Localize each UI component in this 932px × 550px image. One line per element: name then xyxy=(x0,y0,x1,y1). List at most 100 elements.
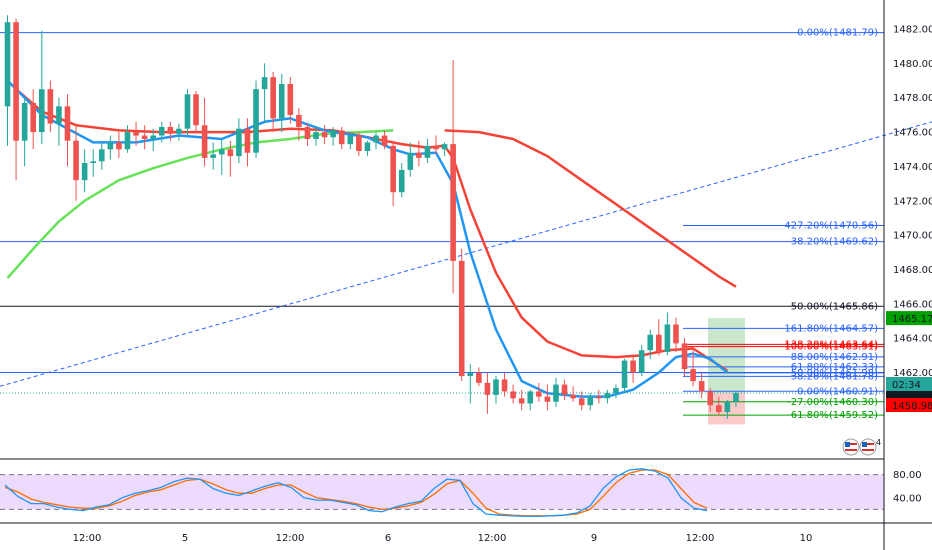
candle-body xyxy=(13,22,19,141)
candle-body xyxy=(176,128,182,134)
candle-body xyxy=(218,149,225,155)
candle-body xyxy=(707,391,714,406)
candle-body xyxy=(553,384,559,402)
candle-body xyxy=(544,396,551,402)
candle-body xyxy=(733,393,739,402)
stochastic-band xyxy=(0,474,884,510)
candle-body xyxy=(313,132,319,139)
fib-level-label: 50.00%(1465.86) xyxy=(791,301,878,312)
candle-body xyxy=(296,114,302,127)
fib-level-label: -61.80%(1459.52) xyxy=(787,410,878,421)
position-target-zone xyxy=(708,318,745,393)
candle-body xyxy=(107,142,114,150)
candle-body xyxy=(578,398,585,406)
price-label-bg xyxy=(886,398,932,412)
candle-body xyxy=(227,149,234,157)
price-pane[interactable]: 0.00%(1481.79) 427.20%(1470.56) 38.20%(146… xyxy=(0,15,932,425)
candle-body xyxy=(47,89,54,124)
candle-body xyxy=(304,126,311,139)
price-tick-label: 1464.00 xyxy=(893,334,932,345)
candle-body xyxy=(167,126,174,134)
time-tick-label: 5 xyxy=(182,533,188,544)
candle-body xyxy=(690,369,696,382)
candle-body xyxy=(518,398,525,404)
candle-body xyxy=(476,372,482,383)
candle-body xyxy=(253,89,259,153)
candle-body xyxy=(656,334,662,352)
stochastic-d-line xyxy=(4,469,708,517)
candle-body xyxy=(381,135,388,146)
candle-body xyxy=(38,89,45,133)
candle-body xyxy=(441,144,448,150)
price-tick-label: 1468.00 xyxy=(893,265,932,276)
candle-body xyxy=(450,144,456,261)
candle-body xyxy=(98,149,105,162)
fib-level-label: 161.80%(1464.57) xyxy=(784,323,878,334)
candle-body xyxy=(536,391,542,397)
candle-body xyxy=(570,394,576,399)
fib-level-label: 138.20%(1463.64) xyxy=(784,339,878,350)
fib-level-label: 50.00%(1461.98) xyxy=(791,368,878,379)
fib-level-label: 427.20%(1470.56) xyxy=(784,221,878,232)
price-tick-label: 1476.00 xyxy=(893,128,932,139)
candle-body xyxy=(201,125,208,158)
time-axis[interactable]: 12:00 5 12:00 6 12:00 9 12:00 10 xyxy=(73,533,813,544)
candle-body xyxy=(458,260,465,376)
candle-body xyxy=(373,135,379,143)
fib-level-label: 38.20%(1461.78) xyxy=(791,371,878,382)
candle-body xyxy=(244,128,251,153)
candle-body xyxy=(621,360,628,389)
time-tick-label: 12:00 xyxy=(478,533,507,544)
candle-body xyxy=(501,379,508,392)
candle-body xyxy=(210,154,216,158)
stochastic-axis[interactable]: 80.00 40.00 xyxy=(893,470,922,504)
flag-icon[interactable] xyxy=(842,438,860,456)
time-tick-label: 12:00 xyxy=(686,533,715,544)
candle-body xyxy=(407,152,414,170)
candle-body xyxy=(141,135,148,139)
candle-body xyxy=(158,126,165,136)
trend-line xyxy=(0,121,932,387)
ma-slow-line-extended xyxy=(444,129,737,288)
candle-body xyxy=(613,388,619,394)
candle-body xyxy=(698,381,705,392)
price-label-bg xyxy=(886,311,932,326)
price-axis[interactable]: 1482.00 1480.00 1478.00 1476.00 1474.00 1472.… xyxy=(893,25,932,380)
candle-body xyxy=(493,379,499,395)
candle-body xyxy=(338,130,345,145)
candle-body xyxy=(193,94,199,126)
candle-body xyxy=(664,324,671,352)
candle-body xyxy=(716,405,722,413)
fib-level-label: 88.00%(1462.91) xyxy=(791,352,878,363)
candle-body xyxy=(347,135,354,145)
time-tick-label: 6 xyxy=(385,533,391,544)
fib-level-label: 0.00%(1460.91) xyxy=(797,386,878,397)
candle-body xyxy=(184,94,191,129)
candle-body xyxy=(321,132,328,138)
price-tick-label: 1478.00 xyxy=(893,93,932,104)
candle-body xyxy=(398,169,405,193)
candle-body xyxy=(261,77,268,90)
candle-body xyxy=(484,382,491,395)
candle-body xyxy=(4,22,11,107)
price-label-text: 02:34 xyxy=(892,380,921,391)
stochastic-k-line xyxy=(4,468,708,518)
candle-body xyxy=(561,384,568,395)
candle-body xyxy=(73,140,79,181)
candle-body xyxy=(30,102,37,133)
price-label-text: 1458.98 xyxy=(892,401,932,412)
time-tick-label: 12:00 xyxy=(73,533,102,544)
fib-level-label: 38.20%(1469.62) xyxy=(791,237,878,248)
candle-body xyxy=(356,135,362,151)
price-tick-label: 1470.00 xyxy=(893,231,932,242)
events-icon[interactable]: 4 xyxy=(859,438,881,456)
candle-body xyxy=(64,106,71,141)
svg-text:4: 4 xyxy=(876,438,881,447)
stochastic-pane[interactable] xyxy=(0,468,884,518)
candle-body xyxy=(596,396,602,399)
candle-body xyxy=(587,396,594,406)
candle-body xyxy=(236,128,242,157)
price-tick-label: 1472.00 xyxy=(893,196,932,207)
price-label-bg xyxy=(886,377,932,391)
